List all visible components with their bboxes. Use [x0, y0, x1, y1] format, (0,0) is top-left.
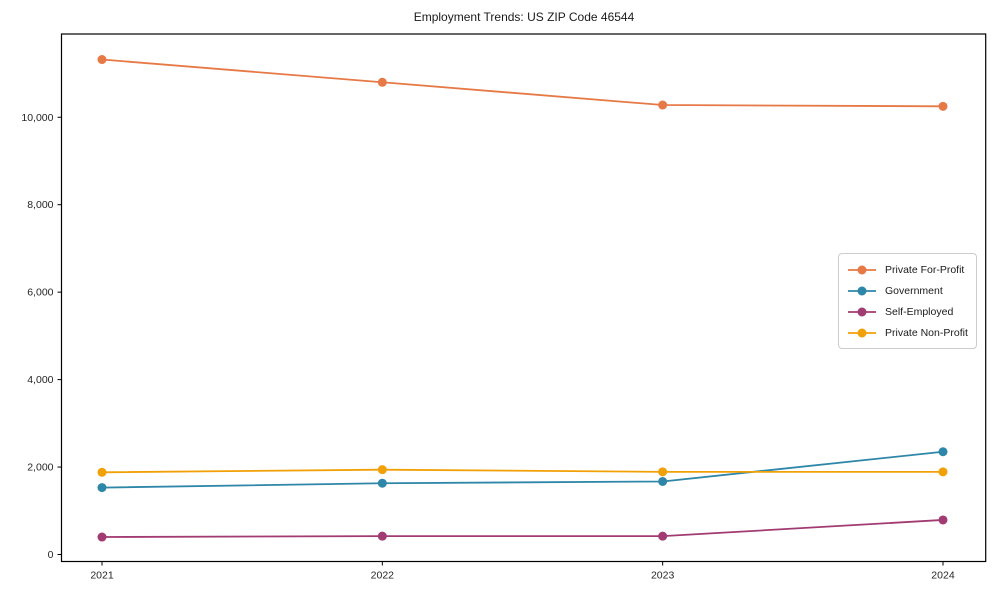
y-tick-label: 2,000 [27, 462, 53, 474]
series-line-private-non-profit [101, 468, 944, 474]
legend-label-private-for-profit: Private For-Profit [885, 263, 965, 276]
data-point-private-non-profit [377, 465, 387, 475]
data-point-government [938, 447, 948, 457]
legend-item-government: Government [847, 281, 968, 300]
plot-border [60, 33, 987, 563]
data-point-private-for-profit [938, 101, 948, 111]
series-line-government [101, 450, 944, 489]
y-tick-label: 6,000 [27, 287, 53, 299]
data-point-private-non-profit [938, 467, 948, 477]
legend-circle-sample [857, 328, 867, 337]
data-point-government [97, 483, 107, 493]
chart-title: Employment Trends: US ZIP Code 46544 [413, 10, 635, 24]
y-tick-label: 8,000 [27, 199, 53, 211]
legend: Private For-Profit Government Self-Employe… [838, 253, 977, 349]
y-tick-label: 10,000 [21, 112, 53, 124]
legend-circle-sample [857, 265, 867, 274]
data-point-private-for-profit [377, 77, 387, 87]
data-point-government [658, 476, 668, 486]
legend-circle-sample [857, 307, 867, 316]
series-line-self-employed [101, 519, 944, 538]
x-tick-label: 2021 [90, 570, 114, 582]
x-tick-label: 2022 [371, 570, 395, 582]
legend-circle-sample [857, 286, 867, 295]
legend-marker-private-for-profit [848, 265, 876, 274]
data-point-private-for-profit [658, 100, 668, 110]
legend-label-self-employed: Self-Employed [885, 305, 954, 318]
y-tick-label: 0 [48, 549, 54, 561]
x-tick-label: 2023 [651, 570, 675, 582]
data-point-self-employed [938, 515, 948, 525]
data-point-private-non-profit [97, 467, 107, 477]
legend-marker-private-non-profit [848, 328, 876, 337]
legend-label-government: Government [885, 284, 943, 297]
legend-marker-self-employed [848, 307, 876, 316]
series-line-private-for-profit [101, 58, 944, 108]
legend-item-private-non-profit: Private Non-Profit [847, 323, 968, 342]
data-point-self-employed [658, 531, 668, 541]
y-tick-label: 4,000 [27, 374, 53, 386]
legend-marker-government [848, 286, 876, 295]
legend-item-self-employed: Self-Employed [847, 302, 968, 321]
data-point-self-employed [97, 532, 107, 542]
x-tick-label: 2024 [931, 570, 955, 582]
legend-item-private-for-profit: Private For-Profit [847, 260, 968, 279]
data-point-self-employed [377, 531, 387, 541]
legend-label-private-non-profit: Private Non-Profit [885, 326, 968, 339]
data-point-private-non-profit [658, 467, 668, 477]
data-point-private-for-profit [97, 55, 107, 65]
data-point-government [377, 478, 387, 488]
